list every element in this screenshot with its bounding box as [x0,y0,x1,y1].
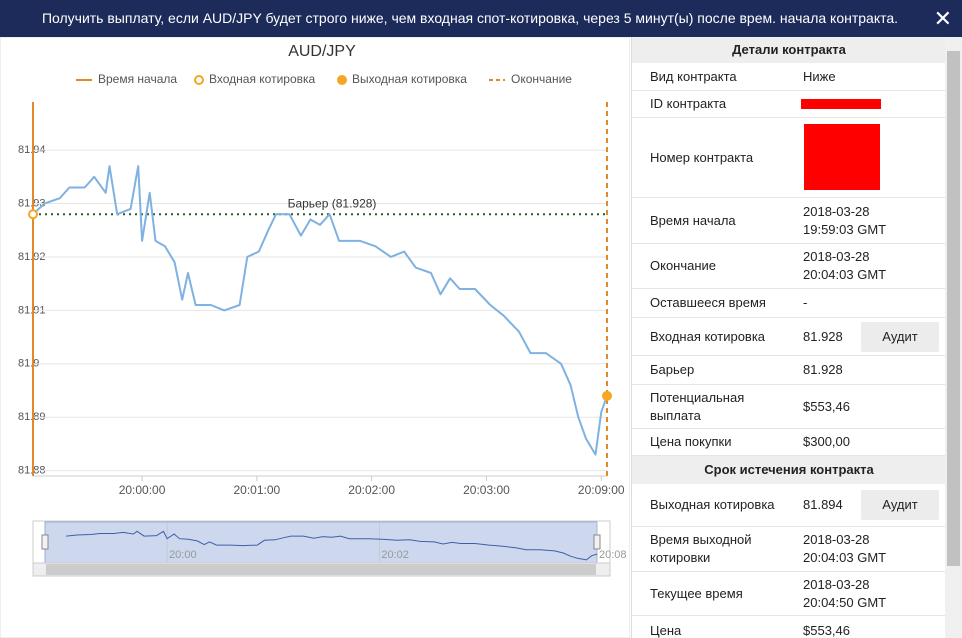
row-value: 2018-03-28 20:04:50 GMT [803,576,887,610]
detail-row: Вид контракта Ниже [632,63,946,91]
legend-label: Входная котировка [209,72,316,86]
audit-button[interactable]: Аудит [861,490,939,520]
y-tick-label: 81.91 [18,304,46,316]
navigator-handle[interactable] [593,534,601,550]
row-label: Выходная котировка [650,497,775,512]
x-tick-label: 20:03:00 [463,483,510,497]
legend-marker [194,75,204,85]
entry-spot [28,209,38,220]
row-label: Текущее время [650,585,743,601]
row-value: 81.894 [803,497,843,512]
detail-row: Барьер 81.928 [632,356,946,385]
navigator-scroll-thumb [46,564,596,575]
row-label: Цена [650,622,682,638]
legend-label: Окончание [511,72,572,86]
x-tick-label: 20:09:00 [578,483,625,497]
row-label: Вид контракта [650,68,737,84]
navigator-selection [44,521,598,564]
y-tick-label: 81.92 [18,251,46,263]
price-line [32,165,608,456]
row-label: Барьер [650,362,695,377]
redaction [801,99,881,109]
navigator-tick-label: 20:08 [599,549,627,561]
row-value: $300,00 [803,434,850,449]
header-text: Получить выплату, если AUD/JPY будет стр… [41,10,899,26]
row-value: 2018-03-28 19:59:03 GMT [803,203,887,237]
legend-label: Время начала [98,72,177,86]
row-value: 2018-03-28 20:04:03 GMT [803,532,887,565]
row-value: 81.928 [803,362,843,377]
row-value: $553,46 [803,398,850,414]
chart: AUD/JPY 81.88 81.89 81.9 81.91 81.92 81.93 81.… [0,36,630,638]
detail-row: Выходная котировка 81.894 Аудит [632,484,946,527]
detail-row: ID контракта [632,91,946,118]
navigator-line [66,530,598,561]
y-tick-label: 81.94 [18,144,46,156]
row-label: Цена покупки [650,434,732,449]
row-label: Оставшееся время [650,295,766,310]
legend-marker [337,75,347,85]
navigator-tick-label: 20:00 [169,549,197,561]
plot-frame [0,36,630,638]
detail-row: Окончание 2018-03-28 20:04:03 GMT [632,244,946,289]
scrollbar[interactable] [945,37,962,638]
y-tick-label: 81.88 [18,465,46,477]
row-label: Номер контракта [650,149,754,165]
navigator-tick-label: 20:02 [381,549,409,561]
y-tick-label: 81.89 [18,411,46,423]
row-value: 81.928 [803,328,843,344]
exit-spot [602,390,612,401]
detail-row: Текущее время 2018-03-28 20:04:50 GMT [632,572,946,616]
detail-row: Номер контракта [632,118,946,198]
section-title: Детали контракта [632,37,946,63]
row-label: Входная котировка [650,328,766,344]
chart-title: AUD/JPY [288,43,356,60]
y-tick-label: 81.93 [18,197,46,209]
detail-row: Оставшееся время - [632,289,946,318]
detail-row: Потенциальная выплата $553,46 [632,385,946,429]
x-tick-label: 20:01:00 [234,483,281,497]
row-value: - [803,295,808,310]
y-tick-label: 81.9 [18,358,39,370]
row-label: Время выходной котировки [650,532,752,565]
x-tick-label: 20:02:00 [348,483,395,497]
detail-row: Цена $553,46 [632,616,946,638]
audit-button[interactable]: Аудит [861,321,939,352]
detail-row: Входная котировка 81.928 Аудит [632,318,946,356]
row-label: Время начала [650,212,736,228]
legend-label: Выходная котировка [352,72,467,86]
section-title: Срок истечения контракта [632,456,946,484]
close-button[interactable]: ✕ [933,6,952,31]
x-tick-label: 20:00:00 [119,483,166,497]
detail-row: Время начала 2018-03-28 19:59:03 GMT [632,198,946,244]
redaction [804,124,880,190]
row-label: Окончание [650,258,717,273]
header-bar: Получить выплату, если AUD/JPY будет стр… [0,0,962,37]
row-value: 2018-03-28 20:04:03 GMT [803,249,887,282]
detail-row: Время выходной котировки 2018-03-28 20:04… [632,527,946,572]
row-label: Потенциальная выплата [650,389,745,423]
barrier-label: Барьер (81.928) [288,196,377,210]
contract-panel: Детали контракта Вид контракта Ниже ID конт… [631,37,946,638]
navigator-handle[interactable] [41,534,49,550]
row-value: $553,46 [803,622,850,638]
scroll-thumb[interactable] [947,51,960,566]
row-value: Ниже [803,68,836,84]
row-label: ID контракта [650,96,727,111]
detail-row: Цена покупки $300,00 [632,429,946,456]
